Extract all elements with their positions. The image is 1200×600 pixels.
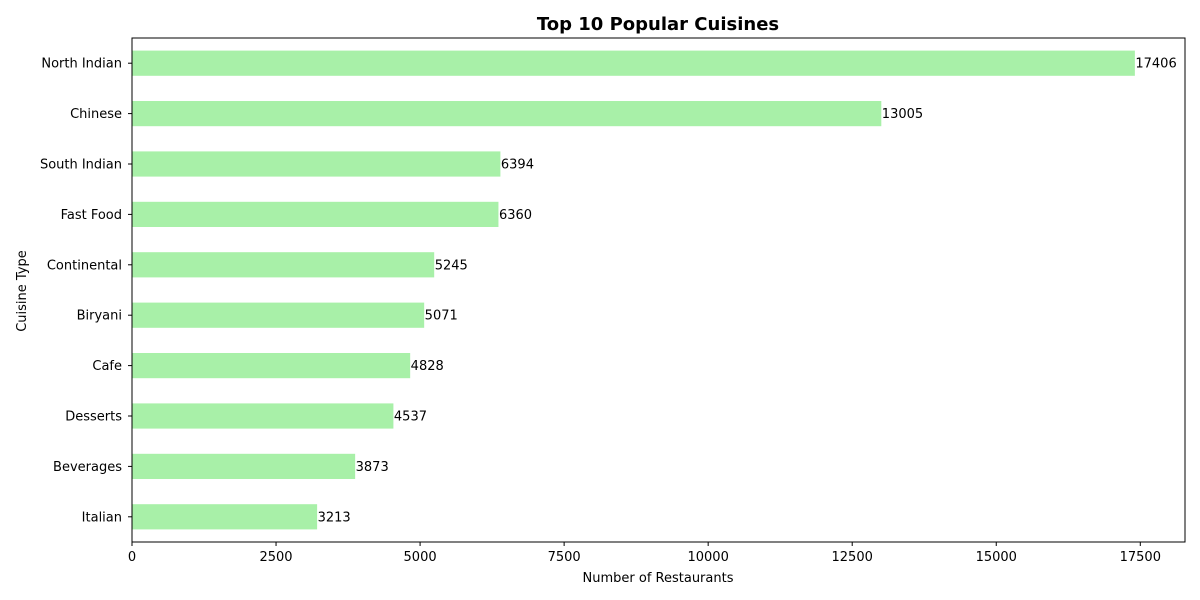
data-labels-group: 17406 13005 6394 6360 5245 5071 4828 4537 3873 32… [318, 57, 1177, 526]
data-label-0: 17406 [1135, 57, 1176, 72]
bar-6 [132, 353, 411, 379]
y-tick-label-3: Fast Food [61, 208, 122, 223]
bar-2 [132, 151, 501, 177]
bar-5 [132, 302, 425, 328]
y-axis-ticks: North Indian Chinese South Indian Fast Food… [40, 57, 132, 525]
y-tick-label-1: Chinese [70, 107, 122, 122]
axes-box [131, 37, 1186, 543]
y-tick-label-5: Biryani [77, 309, 122, 324]
data-label-6: 4828 [411, 359, 444, 374]
data-label-7: 4537 [394, 410, 427, 425]
x-tick-label-4: 10000 [687, 550, 728, 565]
x-tick-label-1: 2500 [259, 550, 292, 565]
x-axis-ticks: 0 2500 5000 7500 10000 12500 15000 17500 [128, 542, 1161, 565]
data-label-1: 13005 [882, 107, 923, 122]
y-tick-label-9: Italian [82, 510, 122, 525]
bars-group [132, 50, 1135, 530]
data-label-8: 3873 [356, 460, 389, 475]
y-tick-label-8: Beverages [53, 460, 122, 475]
plot-frame [131, 37, 1186, 543]
bar-8 [132, 453, 356, 479]
x-tick-label-0: 0 [128, 550, 136, 565]
y-axis-label: Cuisine Type [15, 250, 30, 332]
y-tick-label-4: Continental [47, 258, 122, 273]
bar-0 [132, 50, 1135, 76]
x-tick-label-3: 7500 [548, 550, 581, 565]
bar-7 [132, 403, 394, 429]
data-label-5: 5071 [425, 309, 458, 324]
data-label-3: 6360 [499, 208, 532, 223]
x-tick-label-5: 12500 [832, 550, 873, 565]
bar-4 [132, 252, 435, 278]
chart-title: Top 10 Popular Cuisines [537, 14, 779, 35]
bar-3 [132, 201, 499, 227]
y-tick-label-7: Desserts [65, 410, 122, 425]
bar-1 [132, 101, 882, 127]
x-tick-label-2: 5000 [404, 550, 437, 565]
data-label-4: 5245 [435, 258, 468, 273]
x-axis-label: Number of Restaurants [583, 571, 734, 586]
bar-9 [132, 504, 318, 530]
data-label-2: 6394 [501, 158, 534, 173]
data-label-9: 3213 [318, 510, 351, 525]
x-tick-label-6: 15000 [976, 550, 1017, 565]
y-tick-label-6: Cafe [92, 359, 122, 374]
y-tick-label-0: North Indian [41, 57, 122, 72]
x-tick-label-7: 17500 [1120, 550, 1161, 565]
y-tick-label-2: South Indian [40, 158, 122, 173]
